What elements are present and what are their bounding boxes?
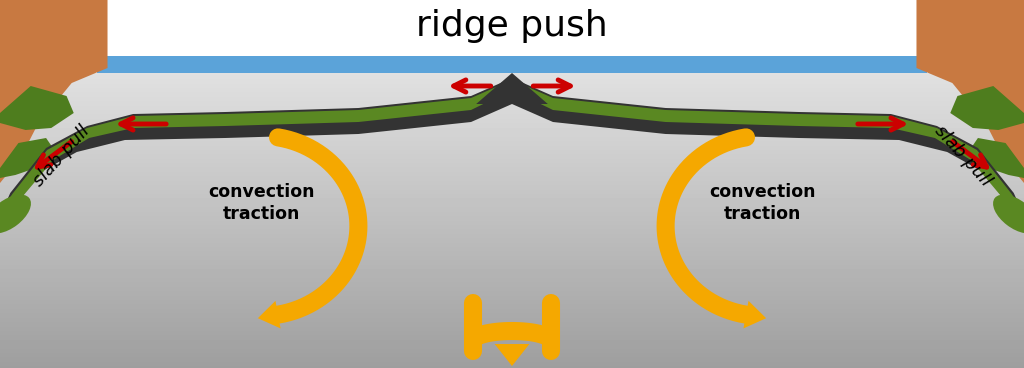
- Polygon shape: [0, 78, 512, 220]
- Polygon shape: [258, 301, 281, 328]
- Polygon shape: [0, 138, 56, 178]
- Text: slab pull: slab pull: [30, 122, 93, 190]
- Polygon shape: [743, 301, 766, 328]
- Polygon shape: [476, 73, 548, 104]
- Text: ridge push: ridge push: [416, 9, 608, 43]
- Polygon shape: [495, 344, 529, 366]
- Polygon shape: [3, 80, 512, 213]
- Ellipse shape: [0, 195, 31, 233]
- Text: slab pull: slab pull: [931, 122, 994, 190]
- Polygon shape: [0, 0, 108, 183]
- Polygon shape: [916, 0, 1024, 183]
- Polygon shape: [512, 78, 1024, 220]
- Polygon shape: [950, 86, 1024, 130]
- Text: convection
traction: convection traction: [208, 183, 314, 223]
- Polygon shape: [968, 138, 1024, 178]
- Polygon shape: [0, 0, 1024, 56]
- Ellipse shape: [993, 195, 1024, 233]
- Polygon shape: [97, 0, 927, 73]
- Polygon shape: [512, 80, 1021, 213]
- Text: convection
traction: convection traction: [710, 183, 816, 223]
- Polygon shape: [0, 86, 74, 130]
